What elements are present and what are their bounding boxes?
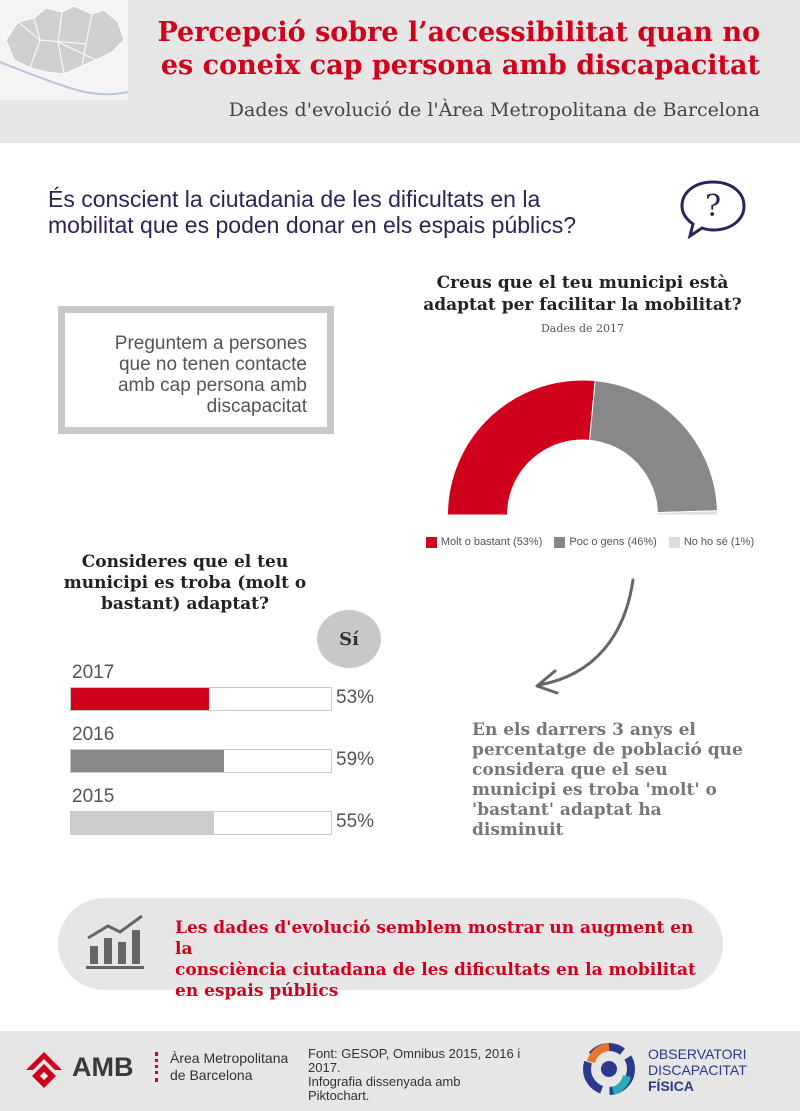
trend-note-line-1: En els darrers 3 anys el (472, 720, 696, 740)
trend-note-line-5: 'bastant' adaptat ha (472, 800, 662, 820)
donut-chart-title-line-2: adaptat per facilitar la mobilitat? (423, 295, 742, 315)
donut-chart-title-line-1: Creus que el teu municipi està (436, 273, 729, 293)
bar-chart-title-line-2: municipi es troba (molt o (63, 573, 307, 593)
page-title-line-1: Percepció sobre l’accessibilitat quan no (157, 17, 760, 48)
observatori-name: OBSERVATORI DISCAPACITAT FÍSICA (648, 1046, 747, 1094)
source-line-1: Font: GESOP, Omnibus 2015, 2016 i (308, 1046, 521, 1061)
main-question: És conscient la ciutadania de les dificu… (48, 186, 668, 238)
metropolitan-map-image (0, 0, 128, 100)
amb-separator (155, 1052, 162, 1082)
speech-bubble-question-icon: ? (680, 180, 746, 240)
footer-band (0, 1031, 800, 1111)
bar-year-label: 2016 (72, 724, 115, 745)
bar-track (70, 811, 332, 835)
donut-chart-subtitle: Dades de 2017 (540, 322, 625, 335)
conclusion-line-2: consciència ciutadana de les dificultats… (175, 960, 696, 980)
donut-chart-title: Creus que el teu municipi està adaptat p… (410, 272, 755, 316)
respondent-note-line-3: amb cap persona amb (117, 375, 307, 396)
trend-note-line-4: municipi es troba 'molt' o (472, 780, 717, 800)
source-credit: Font: GESOP, Omnibus 2015, 2016 i 2017. … (308, 1047, 573, 1103)
trend-note-line-3: considera que el seu (472, 760, 668, 780)
legend-swatch (668, 536, 680, 548)
conclusion-text: Les dades d'evolució semblem mostrar un … (175, 918, 715, 1002)
bar-trend-icon (86, 914, 144, 969)
bar-year-label: 2015 (72, 786, 115, 807)
conclusion-banner (58, 898, 723, 990)
legend-item-2: No ho sé (1%) (668, 536, 755, 548)
legend-item-1: Poc o gens (46%) (554, 536, 657, 548)
donut-slice-0 (446, 379, 596, 516)
donut-slice-2 (656, 510, 719, 516)
respondent-note-text: Preguntem a persones que no tenen contac… (71, 333, 307, 417)
donut-legend: Molt o bastant (53%) Poc o gens (46%) No h… (400, 536, 780, 548)
page-title: Percepció sobre l’accessibilitat quan no… (150, 16, 760, 82)
bar-year-label: 2017 (72, 662, 115, 683)
bar-chart-title-line-3: bastant) adaptat? (101, 594, 269, 614)
yes-badge: Sí (317, 610, 381, 668)
trend-note: En els darrers 3 anys el percentatge de … (472, 720, 772, 840)
amb-name: Àrea Metropolitana de Barcelona (170, 1050, 288, 1084)
legend-swatch (425, 536, 437, 548)
amb-name-line-2: de Barcelona (170, 1067, 253, 1083)
legend-item-0: Molt o bastant (53%) (425, 536, 543, 548)
donut-slice-1 (589, 380, 718, 514)
main-question-line-2: mobilitat que es poden donar en els espa… (48, 212, 577, 238)
conclusion-line-3: en espais públics (175, 981, 339, 1001)
bar-value-label: 59% (336, 749, 375, 770)
header-band (0, 0, 800, 143)
respondent-note-line-1: Preguntem a persones (114, 333, 307, 354)
half-donut-chart (446, 379, 719, 516)
observatori-line-2: DISCAPACITAT (648, 1062, 747, 1078)
source-line-4: Piktochart. (308, 1088, 370, 1103)
svg-text:?: ? (705, 189, 721, 224)
observatori-line-3: FÍSICA (648, 1078, 694, 1094)
trend-note-line-2: percentatge de població que (472, 740, 743, 760)
bar-value-label: 55% (336, 811, 375, 832)
amb-name-line-1: Àrea Metropolitana (170, 1050, 289, 1066)
respondent-note-line-2: que no tenen contacte (118, 354, 307, 375)
legend-swatch (554, 536, 566, 548)
bar-value-label: 53% (336, 687, 375, 708)
observatori-logo-icon (583, 1043, 635, 1095)
source-line-3: Infografia dissenyada amb (308, 1074, 461, 1089)
respondent-note-line-4: discapacitat (206, 396, 307, 417)
page-title-line-2: es coneix cap persona amb discapacitat (160, 50, 760, 81)
bar (71, 812, 214, 834)
legend-label: No ho sé (1%) (683, 536, 755, 548)
bar-track (70, 749, 332, 773)
bar-track (70, 687, 332, 711)
bar (71, 688, 209, 710)
main-question-line-1: És conscient la ciutadania de les dificu… (48, 186, 541, 212)
source-line-2: 2017. (308, 1060, 341, 1075)
bar-chart-title-line-1: Consideres que el teu (81, 552, 289, 572)
respondent-note-box: Preguntem a persones que no tenen contac… (58, 306, 334, 434)
amb-wordmark: AMB (72, 1052, 134, 1082)
amb-logo-icon (26, 1052, 62, 1088)
conclusion-line-1: Les dades d'evolució semblem mostrar un … (175, 918, 694, 959)
page-subtitle: Dades d'evolució de l'Àrea Metropolitana… (228, 99, 760, 121)
legend-label: Molt o bastant (53%) (440, 536, 543, 548)
bar (71, 750, 225, 772)
curved-arrow-icon (535, 578, 635, 695)
bar-chart-title: Consideres que el teu municipi es troba … (60, 552, 310, 615)
legend-label: Poc o gens (46%) (569, 536, 657, 548)
trend-note-line-6: disminuit (472, 820, 564, 840)
observatori-line-1: OBSERVATORI (648, 1046, 747, 1062)
